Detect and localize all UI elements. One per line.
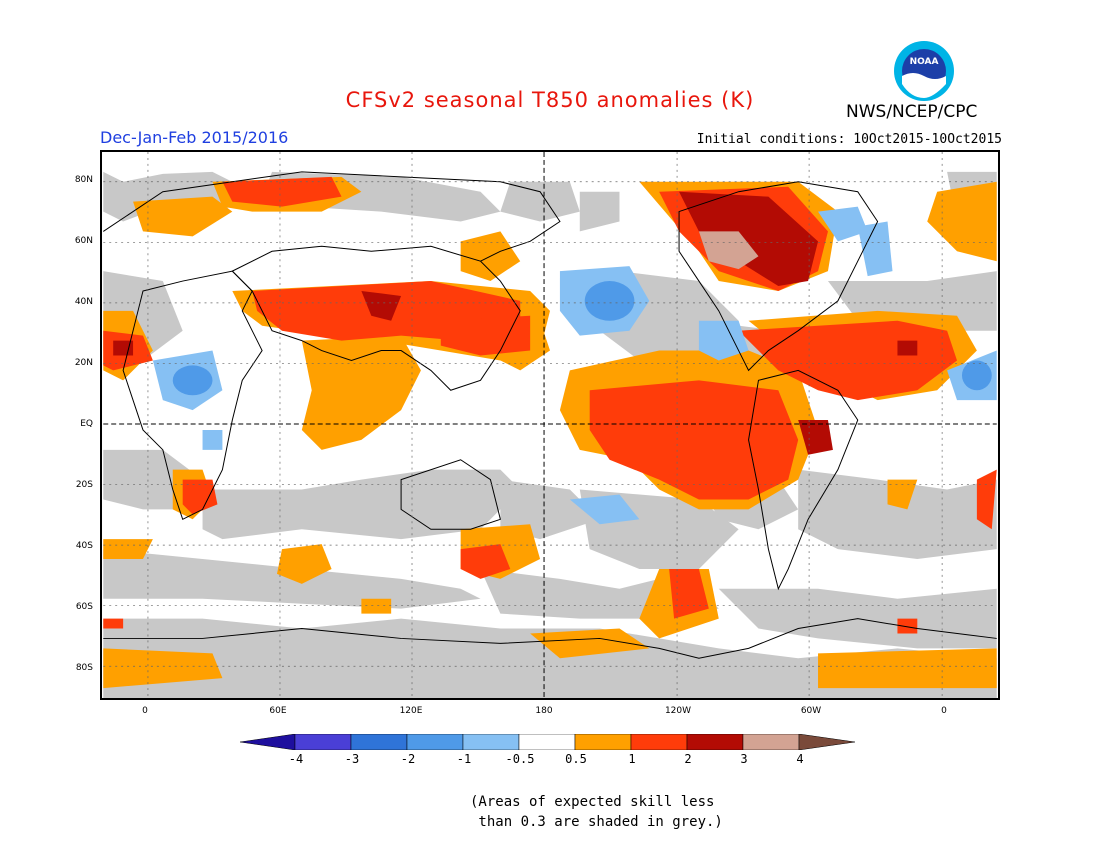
lon-label-120W: 120W (664, 706, 692, 716)
map-canvas (102, 152, 997, 698)
lat-label-60N: 60N (74, 236, 93, 246)
lon-label-120E: 120E (399, 706, 423, 716)
noaa-logo: NOAA (893, 40, 955, 102)
lat-label-20N: 20N (74, 358, 93, 368)
colorbar-label: -1 (456, 752, 472, 766)
colorbar-svg (239, 733, 856, 751)
lon-label-60E: 60E (269, 706, 287, 716)
colorbar-label: -3 (344, 752, 360, 766)
anomaly-map (100, 150, 1000, 700)
noaa-logo-icon: NOAA (894, 41, 954, 101)
colorbar-label: -0.5 (505, 752, 535, 766)
colorbar-segment (742, 733, 800, 751)
skill-note-line2: than 0.3 are shaded in grey.) (470, 814, 723, 830)
lon-label-0-east: 0 (941, 706, 947, 716)
lon-label-0: 0 (142, 706, 148, 716)
pink-anomaly (698, 231, 759, 270)
skill-note: (Areas of expected skill less than 0.3 a… (470, 792, 730, 832)
colorbar-label: 2 (684, 752, 692, 766)
colorbar-segment (630, 733, 688, 751)
colorbar-segment (798, 733, 856, 751)
chart-title: CFSv2 seasonal T850 anomalies (K) (345, 88, 755, 112)
colorbar-label: 0.5 (565, 752, 587, 766)
colorbar-label: 4 (796, 752, 804, 766)
colorbar-label: -2 (400, 752, 416, 766)
colorbar (239, 733, 862, 751)
colorbar-segment (518, 733, 576, 751)
lat-label-60S: 60S (75, 602, 93, 612)
logo-text: NOAA (910, 57, 939, 67)
lat-label-40N: 40N (74, 297, 93, 307)
colorbar-segment (350, 733, 408, 751)
colorbar-label: 3 (740, 752, 748, 766)
colorbar-segment (406, 733, 464, 751)
blue-anomaly (172, 281, 992, 396)
darkred-anomaly (113, 191, 918, 455)
colorbar-segment (294, 733, 352, 751)
colorbar-label: -4 (288, 752, 304, 766)
colorbar-segment (574, 733, 632, 751)
org-label: NWS/NCEP/CPC (846, 102, 978, 122)
lat-label-80S: 80S (75, 663, 93, 673)
lon-label-60W: 60W (800, 706, 822, 716)
lat-label-80N: 80N (74, 175, 93, 185)
gridlines (103, 152, 997, 698)
lon-label-180: 180 (535, 706, 553, 716)
initial-conditions: Initial conditions: 10Oct2015-10Oct2015 (696, 132, 1002, 147)
coastlines (102, 171, 997, 659)
season-label: Dec-Jan-Feb 2015/2016 (100, 128, 289, 147)
lat-label-40S: 40S (75, 541, 93, 551)
colorbar-segment (686, 733, 744, 751)
colorbar-segment (239, 733, 296, 751)
lat-label-20S: 20S (75, 480, 93, 490)
colorbar-label: 1 (628, 752, 636, 766)
lat-label-eq: EQ (80, 419, 93, 429)
colorbar-segment (462, 733, 520, 751)
skill-note-line1: (Areas of expected skill less (470, 794, 715, 810)
